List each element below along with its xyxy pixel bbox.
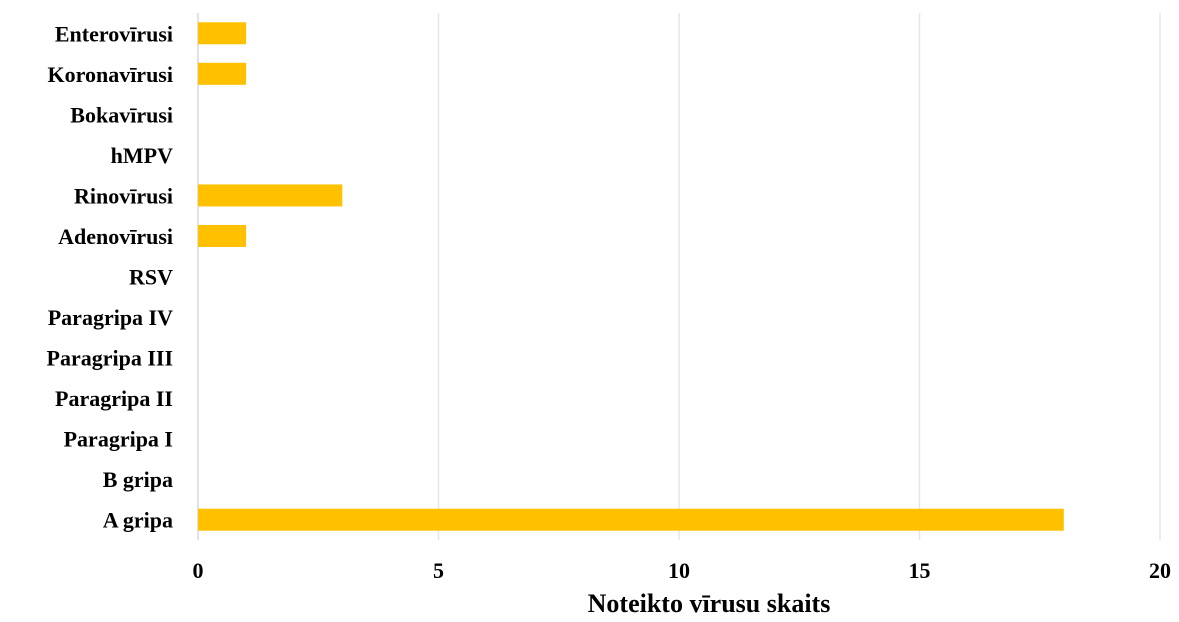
x-tick-label: 10 [668,558,690,583]
x-tick-labels: 0 5 10 15 20 [193,558,1172,583]
x-tick-label: 0 [193,558,204,583]
gridlines [197,13,1161,540]
category-label: A gripa [103,508,173,533]
category-label: B gripa [103,467,173,492]
category-label: Paragripa II [55,386,173,411]
bar-enterovīrusi [198,22,247,45]
x-tick-label: 20 [1149,558,1171,583]
x-tick-label: 15 [909,558,931,583]
category-label: Adenovīrusi [58,224,173,249]
category-label: Enterovīrusi [55,21,173,46]
category-label: Paragripa I [64,427,173,452]
category-label: RSV [129,265,173,290]
category-label: Koronavīrusi [47,62,173,87]
bar-koronavīrusi [198,62,247,85]
category-label: Paragripa IV [48,305,173,330]
bar-adenovīrusi [198,224,247,247]
bars [198,22,1064,531]
bar-rinovīrusi [198,184,343,207]
bar-a-gripa [198,508,1064,531]
category-labels: Enterovīrusi Koronavīrusi Bokavīrusi hMPV Ri… [47,21,174,532]
x-tick-label: 5 [433,558,444,583]
category-label: hMPV [111,143,173,168]
category-label: Bokavīrusi [70,102,173,127]
x-axis-title: Noteikto vīrusu skaits [588,589,831,618]
category-label: Paragripa III [47,346,174,371]
category-label: Rinovīrusi [74,183,173,208]
